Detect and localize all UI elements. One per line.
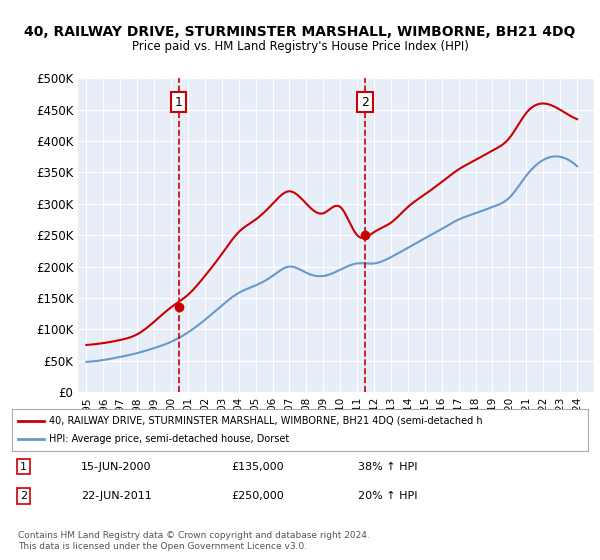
Text: Price paid vs. HM Land Registry's House Price Index (HPI): Price paid vs. HM Land Registry's House … [131, 40, 469, 53]
Text: £250,000: £250,000 [231, 491, 284, 501]
Text: Contains HM Land Registry data © Crown copyright and database right 2024.: Contains HM Land Registry data © Crown c… [18, 531, 370, 540]
Text: 1: 1 [20, 461, 27, 472]
Text: 38% ↑ HPI: 38% ↑ HPI [358, 461, 417, 472]
Text: £135,000: £135,000 [231, 461, 284, 472]
Text: 2: 2 [361, 96, 369, 109]
Text: This data is licensed under the Open Government Licence v3.0.: This data is licensed under the Open Gov… [18, 542, 307, 550]
Text: 40, RAILWAY DRIVE, STURMINSTER MARSHALL, WIMBORNE, BH21 4DQ (semi-detached h: 40, RAILWAY DRIVE, STURMINSTER MARSHALL,… [49, 416, 483, 426]
Text: 40, RAILWAY DRIVE, STURMINSTER MARSHALL, WIMBORNE, BH21 4DQ: 40, RAILWAY DRIVE, STURMINSTER MARSHALL,… [25, 25, 575, 39]
Text: HPI: Average price, semi-detached house, Dorset: HPI: Average price, semi-detached house,… [49, 434, 290, 444]
Text: 15-JUN-2000: 15-JUN-2000 [81, 461, 152, 472]
Text: 1: 1 [175, 96, 182, 109]
Text: 22-JUN-2011: 22-JUN-2011 [81, 491, 152, 501]
Text: 2: 2 [20, 491, 27, 501]
Text: 20% ↑ HPI: 20% ↑ HPI [358, 491, 417, 501]
